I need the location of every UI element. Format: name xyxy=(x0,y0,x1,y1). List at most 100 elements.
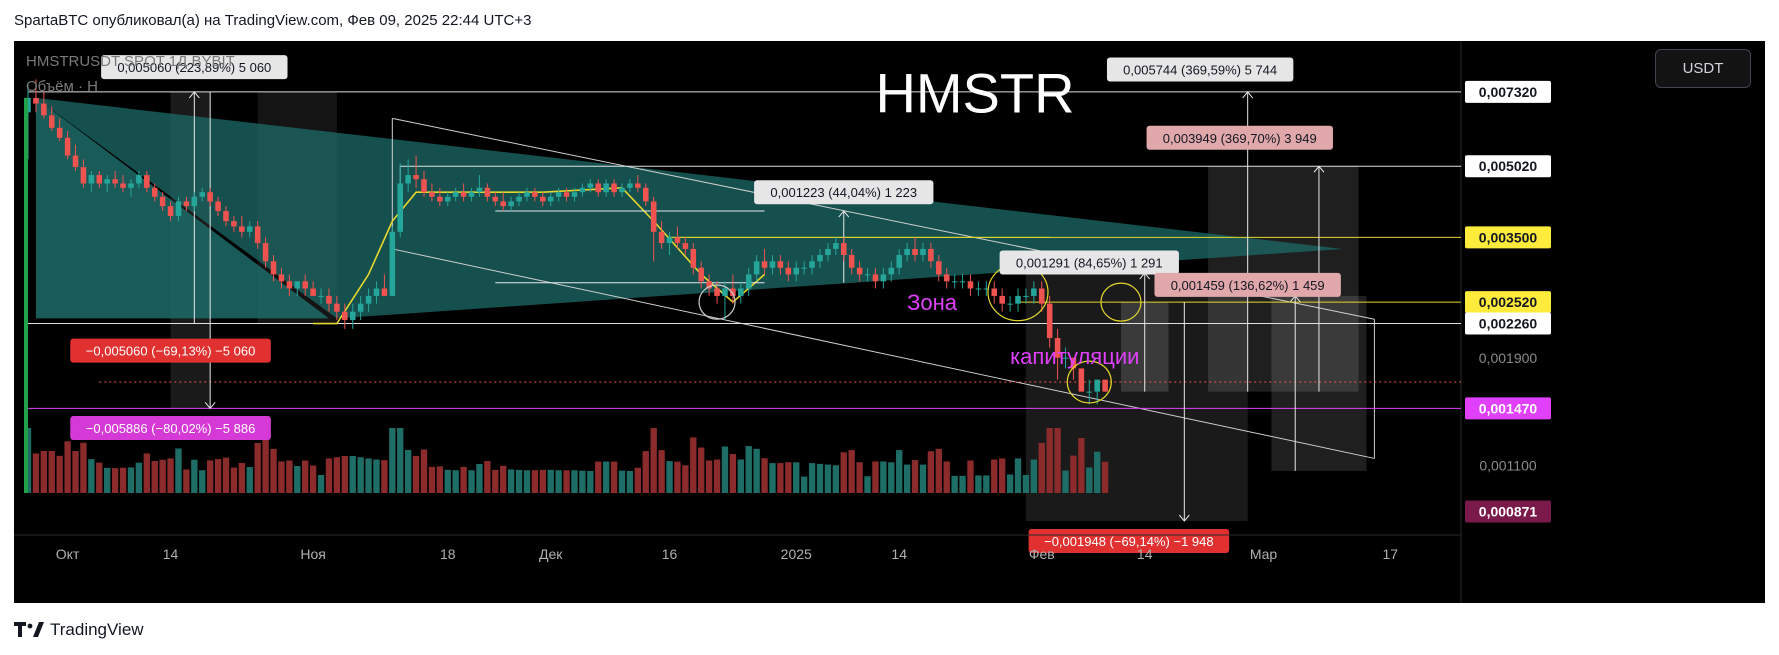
candle-body xyxy=(627,183,633,188)
measure-zone-box xyxy=(170,323,211,409)
volume-bar xyxy=(167,458,174,493)
candle-body xyxy=(936,261,942,275)
volume-bar xyxy=(302,460,309,493)
candle-body xyxy=(611,183,617,193)
volume-bar xyxy=(444,469,451,493)
volume-bar xyxy=(1101,461,1109,493)
candle-body xyxy=(144,175,150,188)
chart-panel[interactable]: HMSTR Зона капитуляции 0,005060 (223,89%) 5… xyxy=(14,41,1765,603)
candle-body xyxy=(579,187,586,193)
candle-body xyxy=(785,267,792,275)
volume-bar xyxy=(563,470,570,493)
candle-body xyxy=(468,192,475,197)
candle-body xyxy=(484,187,491,197)
time-axis-label: 14 xyxy=(891,546,907,562)
candle-body xyxy=(1015,295,1021,304)
volume-bar xyxy=(800,476,808,493)
measure-label-text: 0,003949 (369,70%) 3 949 xyxy=(1163,131,1317,146)
candle-body xyxy=(658,231,665,244)
volume-bar xyxy=(1070,455,1077,493)
volume-bar xyxy=(420,449,428,493)
volume-bar xyxy=(40,450,48,493)
symbol-label[interactable]: HMSTRUSDT SPOT 1Д BYBIT xyxy=(26,53,235,70)
measure-label-text: 0,001459 (136,62%) 1 459 xyxy=(1171,278,1325,293)
volume-bar xyxy=(896,450,903,493)
candle-body xyxy=(167,206,174,217)
candle-body xyxy=(1094,379,1100,392)
candle-body xyxy=(547,196,554,202)
volume-bar xyxy=(761,458,768,493)
volume-bar xyxy=(975,475,982,493)
volume-bar xyxy=(935,448,942,493)
measure-label-text: −0,005886 (−80,02%) −5 886 xyxy=(86,421,256,436)
volume-bar xyxy=(745,446,752,493)
volume-bar xyxy=(555,470,562,493)
candle-body xyxy=(840,243,847,256)
candle-body xyxy=(563,192,570,197)
candle-body xyxy=(128,183,134,188)
measure-label-text: 0,001223 (44,04%) 1 223 xyxy=(770,185,917,200)
candle-body xyxy=(880,274,887,282)
candle-body xyxy=(318,295,324,297)
candle-body xyxy=(975,288,982,290)
candle-body xyxy=(96,175,103,184)
measure-label-box xyxy=(1106,57,1294,82)
measure-label-box xyxy=(1146,125,1333,150)
volume-bar xyxy=(515,469,523,493)
candle-body xyxy=(856,267,863,275)
candle-body xyxy=(112,179,118,184)
measure-arrow-target-down-head xyxy=(1178,514,1190,522)
price-chart[interactable]: HMSTR Зона капитуляции 0,005060 (223,89%) 5… xyxy=(14,41,1765,603)
volume-indicator-label[interactable]: Объём · Н xyxy=(26,78,98,95)
volume-bar xyxy=(88,459,95,493)
volume-bar xyxy=(729,454,737,493)
volume-bar xyxy=(872,461,879,493)
volume-bar xyxy=(254,443,261,493)
candle-body xyxy=(207,192,213,202)
candle-body xyxy=(136,175,142,184)
volume-bar xyxy=(294,465,301,493)
candle-body xyxy=(761,261,768,268)
candle-body xyxy=(1062,357,1069,359)
volume-bar xyxy=(80,442,87,493)
volume-bar xyxy=(56,455,63,493)
candle-body xyxy=(1086,391,1093,393)
volume-bar xyxy=(183,469,190,493)
price-scale-label: 0,005020 xyxy=(1479,158,1538,174)
volume-bar xyxy=(880,461,887,493)
price-label-box xyxy=(1465,500,1551,523)
volume-bar xyxy=(911,460,919,493)
candle-body xyxy=(999,295,1005,304)
volume-bar xyxy=(151,460,158,493)
volume-bar xyxy=(365,458,372,493)
candle-body xyxy=(262,243,269,262)
annotation-text: капитуляции xyxy=(1010,344,1139,369)
candle-body xyxy=(928,248,934,262)
volume-bar xyxy=(286,460,293,493)
volume-bar xyxy=(381,460,388,493)
volume-bar xyxy=(808,463,816,493)
candle-body xyxy=(239,226,245,232)
volume-bar xyxy=(96,462,103,493)
footer-brand[interactable]: TradingView xyxy=(14,618,144,642)
candle-body xyxy=(460,192,467,197)
volume-bar xyxy=(721,446,729,493)
currency-button[interactable]: USDT xyxy=(1655,49,1751,88)
volume-bar xyxy=(349,455,356,493)
candle-body xyxy=(278,274,285,282)
price-scale-label: 0,002520 xyxy=(1479,294,1538,310)
candle-body xyxy=(215,201,221,212)
candle-body xyxy=(1078,368,1085,392)
measure-label-text: 0,005060 (223,89%) 5 060 xyxy=(117,60,271,75)
candle-body xyxy=(595,183,602,193)
candle-body xyxy=(540,196,546,202)
candle-body xyxy=(1070,357,1077,369)
volume-bar xyxy=(1046,428,1053,493)
candle-body xyxy=(223,211,229,222)
time-axis-label: 16 xyxy=(662,546,678,562)
candle-body xyxy=(231,221,237,227)
candle-body xyxy=(959,281,966,283)
candle-body xyxy=(666,237,673,244)
down-triangle-zone xyxy=(35,97,329,319)
candle-body xyxy=(120,183,126,188)
